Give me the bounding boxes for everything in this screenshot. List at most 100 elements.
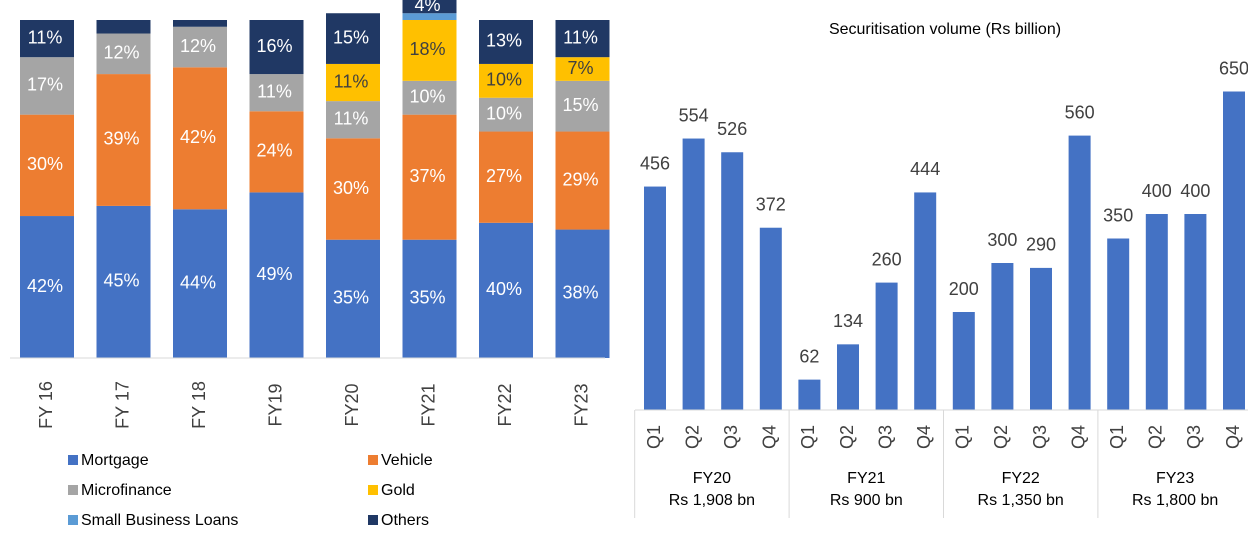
group-total: Rs 1,800 bn	[1132, 492, 1218, 509]
bar-segment	[249, 74, 304, 112]
x-tick-label: Q2	[837, 425, 857, 449]
bar-segment	[555, 20, 610, 58]
data-label: 15%	[562, 95, 598, 115]
group-total: Rs 1,908 bn	[669, 492, 755, 509]
x-tick-label: FY 17	[112, 381, 132, 429]
data-label: 400	[1142, 181, 1172, 201]
data-label: 10%	[486, 70, 522, 90]
bar	[798, 379, 821, 410]
bar-segment	[326, 138, 380, 240]
x-tick-label: FY21	[418, 383, 438, 426]
data-label: 30%	[333, 178, 369, 198]
data-label: 49%	[256, 264, 292, 284]
data-label: 37%	[409, 166, 445, 186]
data-label: 15%	[333, 27, 369, 47]
data-label: 16%	[256, 36, 292, 56]
legend-label: Mortgage	[81, 452, 149, 469]
bar-segment	[479, 20, 533, 64]
bar-segment	[402, 239, 457, 358]
data-label: 24%	[256, 141, 292, 161]
bar-segment	[555, 131, 610, 230]
data-label: 444	[910, 159, 940, 179]
group-label: FY21	[847, 470, 885, 487]
data-label: 4%	[414, 0, 440, 15]
data-label: 200	[949, 279, 979, 299]
legend-swatch	[368, 455, 378, 465]
data-label: 44%	[180, 272, 216, 292]
legend-label: Gold	[381, 482, 415, 499]
data-label: 11%	[334, 71, 369, 91]
data-label: 350	[1103, 205, 1133, 225]
data-label: 134	[833, 311, 863, 331]
bar	[759, 227, 782, 410]
bar-segment	[479, 222, 533, 358]
chart-title: Securitisation volume (Rs billion)	[829, 21, 1061, 38]
bar-segment	[479, 131, 533, 223]
bar	[952, 312, 975, 410]
data-label: 10%	[486, 103, 522, 123]
x-tick-label: FY19	[265, 383, 285, 426]
bar-segment	[555, 80, 610, 132]
group-total: Rs 900 bn	[830, 492, 903, 509]
legend-label: Small Business Loans	[81, 512, 238, 529]
x-tick-label: FY 16	[36, 381, 56, 429]
bar-segment	[402, 13, 457, 20]
legend-label: Microfinance	[81, 482, 172, 499]
legend-label: Vehicle	[381, 452, 433, 469]
legend-swatch	[68, 515, 78, 525]
bar-segment	[402, 0, 457, 14]
bar-segment	[173, 26, 227, 68]
bar-segment	[326, 101, 380, 139]
data-label: 554	[679, 105, 709, 125]
bar-segment	[479, 63, 533, 98]
data-label: 17%	[27, 75, 63, 95]
data-label: 11%	[563, 27, 598, 47]
bar-segment	[173, 67, 227, 210]
bar	[721, 152, 744, 410]
group-label: FY20	[693, 470, 731, 487]
bar-segment	[20, 114, 74, 217]
bar	[914, 192, 937, 410]
data-label: 42%	[27, 276, 63, 296]
x-tick-label: Q2	[682, 425, 702, 449]
bar-segment	[249, 111, 304, 193]
x-tick-label: Q1	[798, 425, 818, 449]
bar-segment	[326, 13, 380, 64]
bar	[1068, 135, 1091, 410]
data-label: 11%	[28, 27, 63, 47]
x-tick-label: Q1	[1107, 425, 1127, 449]
data-label: 7%	[567, 58, 593, 78]
bar	[682, 138, 705, 411]
bar-segment	[402, 80, 457, 115]
data-label: 372	[756, 194, 786, 214]
legend-swatch	[68, 455, 78, 465]
bar	[1223, 91, 1245, 410]
group-total: Rs 1,350 bn	[978, 492, 1064, 509]
data-label: 456	[640, 153, 670, 173]
bar	[991, 263, 1014, 410]
x-tick-label: FY22	[495, 383, 515, 426]
x-tick-label: Q3	[1030, 425, 1050, 449]
data-label: 526	[717, 119, 747, 139]
data-label: 10%	[409, 86, 445, 106]
bar-segment	[20, 216, 74, 358]
data-label: 27%	[486, 166, 522, 186]
bar-segment	[555, 229, 610, 358]
data-label: 45%	[103, 271, 139, 291]
data-label: 11%	[257, 81, 292, 101]
bar-segment	[96, 74, 151, 206]
x-tick-label: Q1	[644, 425, 664, 449]
legend-label: Others	[381, 512, 429, 529]
group-label: FY22	[1002, 470, 1040, 487]
bar-segment	[326, 239, 380, 358]
data-label: 40%	[486, 279, 522, 299]
bar-segment	[96, 20, 151, 34]
data-label: 560	[1065, 102, 1095, 122]
data-label: 290	[1026, 235, 1056, 255]
bar-segment	[173, 209, 227, 358]
data-label: 18%	[409, 39, 445, 59]
bar-segment	[479, 97, 533, 132]
x-tick-label: FY23	[571, 383, 591, 426]
x-tick-label: Q2	[991, 425, 1011, 449]
